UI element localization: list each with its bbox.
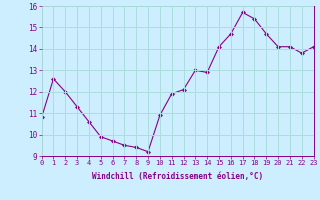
X-axis label: Windchill (Refroidissement éolien,°C): Windchill (Refroidissement éolien,°C) [92, 172, 263, 181]
